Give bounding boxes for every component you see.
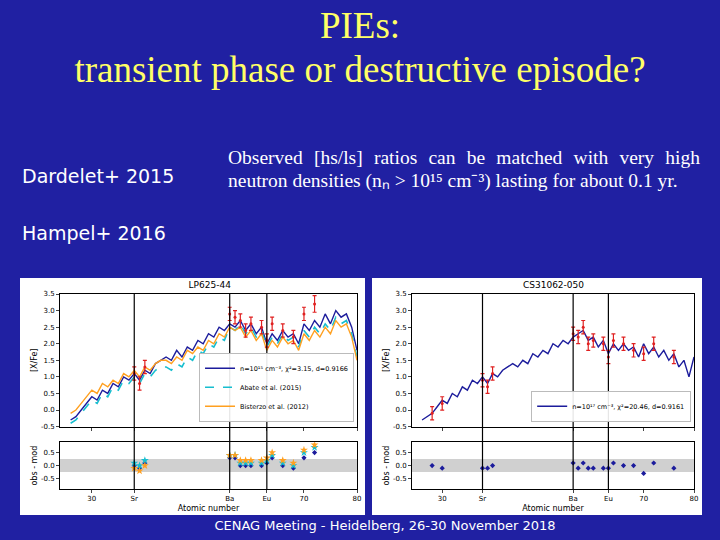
svg-text:LP625-44: LP625-44 [189,280,232,290]
svg-text:Eu: Eu [262,495,271,503]
svg-text:30: 30 [87,495,96,503]
svg-text:80: 80 [690,495,699,503]
svg-text:Bisterzo et al. (2012): Bisterzo et al. (2012) [240,403,308,411]
svg-text:1.5: 1.5 [43,357,54,365]
svg-text:-0.5: -0.5 [393,475,407,483]
svg-text:Sr: Sr [131,495,138,503]
svg-text:0.5: 0.5 [395,449,406,457]
svg-text:0.0: 0.0 [43,406,54,414]
svg-text:80: 80 [353,495,362,503]
svg-text:obs - mod: obs - mod [382,446,391,486]
html-text:Dardelet+ 2015: Dardelet+ 2015 [22,165,175,187]
svg-text:Atomic number: Atomic number [522,504,584,513]
svg-text:0.5: 0.5 [43,390,54,398]
svg-text:[X/Fe]: [X/Fe] [30,349,39,373]
svg-text:1.0: 1.0 [43,373,54,381]
svg-text:n=10¹⁷ cm⁻³, χ²=20.46, d=0.916: n=10¹⁷ cm⁻³, χ²=20.46, d=0.9161 [572,403,684,411]
svg-text:0.0: 0.0 [395,406,406,414]
svg-text:-0.5: -0.5 [41,423,55,431]
svg-text:1.0: 1.0 [395,373,406,381]
svg-text:70: 70 [639,495,648,503]
svg-text:1.5: 1.5 [395,357,406,365]
svg-text:3.5: 3.5 [43,290,54,298]
svg-text:CS31062-050: CS31062-050 [523,280,584,290]
svg-text:2.5: 2.5 [395,324,406,332]
svg-text:obs - mod: obs - mod [30,446,39,486]
svg-text:n=10¹⁵ cm⁻³, χ²=3.15, d=0.9166: n=10¹⁵ cm⁻³, χ²=3.15, d=0.9166 [240,365,348,373]
html-text:PIEs:: PIEs: [319,5,401,46]
svg-text:2.0: 2.0 [395,340,406,348]
svg-text:-0.5: -0.5 [41,475,55,483]
svg-text:0.5: 0.5 [43,449,54,457]
svg-text:Atomic number: Atomic number [178,504,240,513]
svg-text:0.0: 0.0 [395,462,406,470]
html-text:Hampel+ 2016: Hampel+ 2016 [22,222,166,244]
svg-text:[X/Fe]: [X/Fe] [382,349,391,373]
svg-text:Ba: Ba [569,495,578,503]
svg-text:70: 70 [299,495,308,503]
html-text:CENAG Meeting - Heidelberg, 26: CENAG Meeting - Heidelberg, 26-30 Novemb… [214,518,556,533]
svg-text:0.0: 0.0 [43,462,54,470]
svg-text:-0.5: -0.5 [393,423,407,431]
svg-text:3.5: 3.5 [395,290,406,298]
svg-text:3.0: 3.0 [395,307,406,315]
svg-text:Sr: Sr [479,495,486,503]
svg-text:Eu: Eu [604,495,613,503]
html-text:Observed [hs/ls] ratios can be: Observed [hs/ls] ratios can be matched w… [228,147,700,191]
svg-text:Ba: Ba [225,495,234,503]
svg-text:Abate et al. (2015): Abate et al. (2015) [240,384,301,392]
svg-text:2.5: 2.5 [43,324,54,332]
svg-text:30: 30 [438,495,447,503]
svg-text:2.0: 2.0 [43,340,54,348]
svg-text:0.5: 0.5 [395,390,406,398]
html-text:transient phase or destructive: transient phase or destructive episode? [74,49,646,90]
svg-text:3.0: 3.0 [43,307,54,315]
